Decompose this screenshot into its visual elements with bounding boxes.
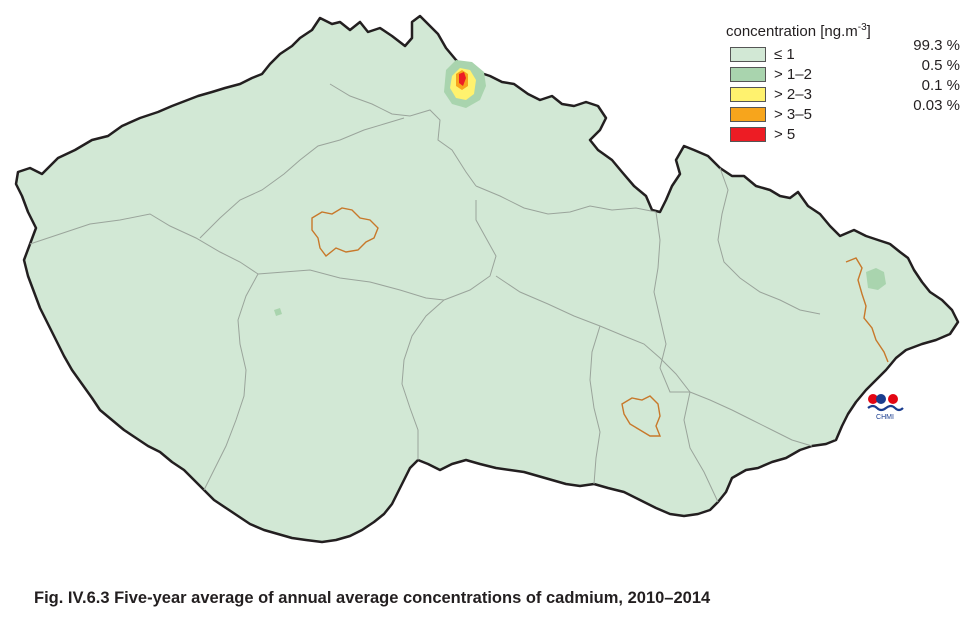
legend-swatch bbox=[730, 127, 766, 142]
region-boundaries bbox=[29, 83, 821, 503]
legend-title: concentration [ng.m-3] bbox=[726, 22, 871, 40]
czech-republic-outline bbox=[14, 14, 960, 544]
figure-caption: Fig. IV.6.3 Five-year average of annual … bbox=[34, 589, 711, 607]
legend: concentration [ng.m-3] ≤ 1 99.3 % > 1–2 0.5… bbox=[726, 22, 966, 145]
legend-area-share: 99.3 % bbox=[913, 37, 960, 54]
concentration-hotspots bbox=[274, 60, 886, 316]
legend-row: > 3–5 0.03 % bbox=[726, 97, 966, 125]
legend-swatch bbox=[730, 87, 766, 102]
ostrava-boundary-line bbox=[845, 257, 889, 363]
legend-class-label: ≤ 1 bbox=[774, 46, 795, 63]
prague-city-outline bbox=[311, 207, 379, 257]
brno-city-outline bbox=[621, 395, 662, 437]
chmi-logo-text: CHMI bbox=[876, 414, 894, 421]
chmi-logo: CHMI bbox=[865, 393, 905, 427]
hotspot-class-1-2-east bbox=[866, 268, 886, 290]
legend-class-label: > 2–3 bbox=[774, 86, 812, 103]
legend-area-share: 0.03 % bbox=[913, 97, 960, 114]
legend-row: > 2–3 0.1 % bbox=[726, 77, 966, 105]
legend-swatch bbox=[730, 47, 766, 62]
cadmium-concentration-map bbox=[14, 14, 960, 544]
legend-rows: ≤ 1 99.3 % > 1–2 0.5 % > 2–3 0.1 % > 3–5 0.03 %… bbox=[726, 37, 966, 145]
legend-row: > 1–2 0.5 % bbox=[726, 57, 966, 85]
legend-row: ≤ 1 99.3 % bbox=[726, 37, 966, 65]
legend-area-share: 0.1 % bbox=[921, 77, 960, 94]
legend-swatch bbox=[730, 107, 766, 122]
legend-swatch bbox=[730, 67, 766, 82]
legend-row: > 5 bbox=[726, 125, 966, 145]
legend-class-label: > 5 bbox=[774, 126, 796, 143]
chmi-logo-mark bbox=[867, 394, 904, 412]
hotspot-class-1-2-west bbox=[274, 308, 282, 316]
legend-class-label: > 3–5 bbox=[774, 106, 812, 123]
legend-class-label: > 1–2 bbox=[774, 66, 812, 83]
legend-area-share: 0.5 % bbox=[921, 57, 960, 74]
hotspot-class-over-5-north bbox=[459, 72, 466, 86]
